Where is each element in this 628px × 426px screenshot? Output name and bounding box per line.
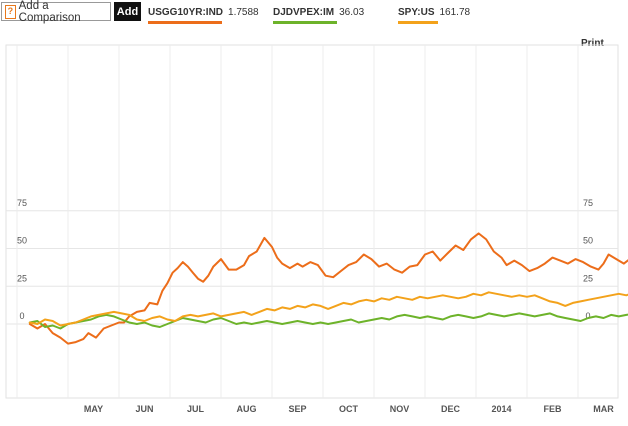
plot-border xyxy=(5,44,619,399)
x-tick-label: 2014 xyxy=(491,404,511,414)
legend-item-spy[interactable]: SPY:US 161.78 xyxy=(398,3,471,24)
legend-color-bar xyxy=(398,21,438,24)
legend-ticker: USGG10YR:IND xyxy=(148,6,224,18)
x-tick-label: FEB xyxy=(544,404,563,414)
y-tick-label-right: 75 xyxy=(583,198,593,208)
legend-value: 36.03 xyxy=(339,6,365,18)
x-tick-label: MAY xyxy=(84,404,103,414)
legend-item-djdvpex[interactable]: DJDVPEX:IM 36.03 xyxy=(273,3,365,24)
add-comparison-label: Add a Comparison xyxy=(18,0,81,24)
add-comparison-button[interactable]: ? Add a Comparison xyxy=(1,0,111,24)
x-tick-label: OCT xyxy=(339,404,359,414)
y-tick-label-left: 50 xyxy=(17,236,27,246)
print-link[interactable]: Print xyxy=(581,38,604,49)
x-tick-label: JUL xyxy=(187,404,205,414)
x-tick-label: JUN xyxy=(135,404,153,414)
y-tick-label-left: 0 xyxy=(19,311,24,321)
legend-item-usgg10yr[interactable]: USGG10YR:IND 1.7588 xyxy=(148,3,259,24)
x-tick-label: NOV xyxy=(390,404,410,414)
series-line-usgg10yr-ind xyxy=(28,232,628,345)
legend-value: 161.78 xyxy=(439,6,471,18)
y-tick-label-right: 0 xyxy=(585,311,590,321)
y-tick-label-left: 75 xyxy=(17,198,27,208)
series-line-djdvpex-im xyxy=(28,312,628,330)
x-tick-label: SEP xyxy=(288,404,306,414)
legend-color-bar xyxy=(148,21,222,24)
y-tick-label-right: 25 xyxy=(583,273,593,283)
x-tick-label: MAR xyxy=(593,404,614,414)
y-tick-label-right: 50 xyxy=(583,236,593,246)
legend-ticker: SPY:US xyxy=(398,6,435,18)
x-tick-label: AUG xyxy=(237,404,257,414)
toolbar: ? Add a Comparison Add USGG10YR:IND 1.75… xyxy=(0,0,628,24)
y-tick-label-left: 25 xyxy=(17,273,27,283)
x-tick-label: DEC xyxy=(441,404,461,414)
legend-ticker: DJDVPEX:IM xyxy=(273,6,335,18)
legend-value: 1.7588 xyxy=(228,6,259,18)
series-line-spy-us xyxy=(28,291,628,327)
help-icon: ? xyxy=(5,4,16,19)
legend-color-bar xyxy=(273,21,337,24)
add-button[interactable]: Add xyxy=(114,2,141,21)
